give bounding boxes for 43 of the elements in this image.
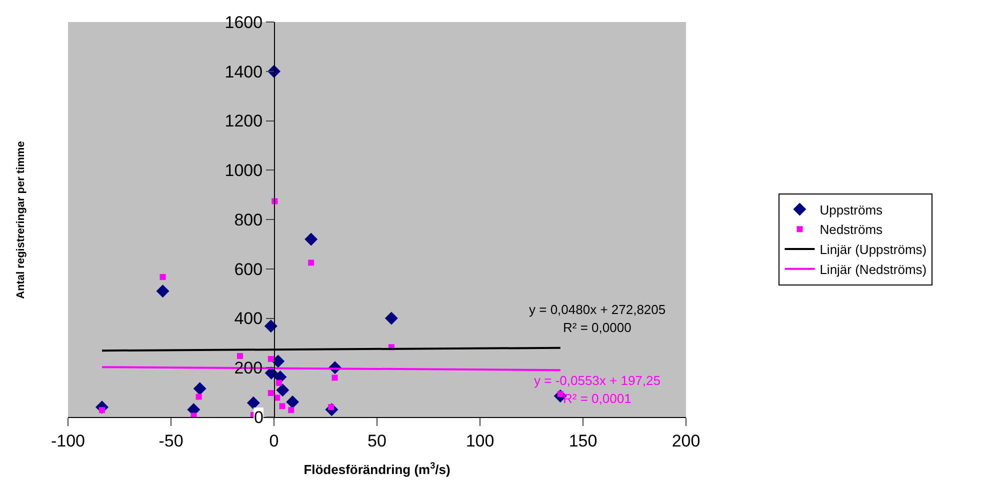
x-tick-label: -100 xyxy=(50,431,86,450)
point xyxy=(276,384,290,397)
point xyxy=(237,353,244,360)
point xyxy=(332,374,338,381)
annotation: y = 0,0480x + 272,8205 xyxy=(529,302,666,317)
point xyxy=(193,382,206,396)
x-tick-label: 50 xyxy=(368,431,386,450)
y-tick-label: 1000 xyxy=(224,161,263,180)
point xyxy=(384,312,398,325)
legend-label: Linjär (Nedströms) xyxy=(820,262,927,277)
x-tick-label: 0 xyxy=(269,431,279,450)
x-axis-title: Flödesförändring (m$^{3}$/s) xyxy=(304,460,450,477)
legend-label: Uppströms xyxy=(820,202,884,218)
x-tick-label: 200 xyxy=(672,431,700,450)
y-tick-label: 1200 xyxy=(224,112,263,131)
y-tick-label: 400 xyxy=(234,309,263,328)
point xyxy=(156,284,170,298)
y-axis-title: Antal registreringar per timme xyxy=(14,141,27,299)
point xyxy=(268,356,274,362)
y-tick-label: 1600 xyxy=(224,12,263,32)
point xyxy=(268,390,274,396)
x-tick-label: -50 xyxy=(158,431,184,450)
point xyxy=(246,396,260,410)
legend-label: Linjär (Uppströms) xyxy=(820,242,927,258)
point xyxy=(288,407,294,414)
annotation: R² = 0,0000 xyxy=(563,320,632,335)
annotation: R² = 0,0001 xyxy=(563,391,632,406)
y-tick-label: 600 xyxy=(234,260,263,279)
point xyxy=(304,232,318,246)
point xyxy=(286,395,300,408)
y-tick-label: 0 xyxy=(254,408,264,427)
y-tick-label: 800 xyxy=(234,210,263,230)
legend-label: Nedströms xyxy=(820,222,884,238)
point xyxy=(279,403,286,410)
point xyxy=(264,320,278,333)
annotation: y = -0,0553x + 197,25 xyxy=(534,373,660,388)
y-tick-label: 1400 xyxy=(224,62,263,82)
point xyxy=(276,380,282,386)
point xyxy=(196,394,202,400)
point xyxy=(160,274,166,280)
x-tick-label: 100 xyxy=(466,431,494,450)
point xyxy=(308,260,314,266)
x-tick-label: 150 xyxy=(568,431,598,450)
